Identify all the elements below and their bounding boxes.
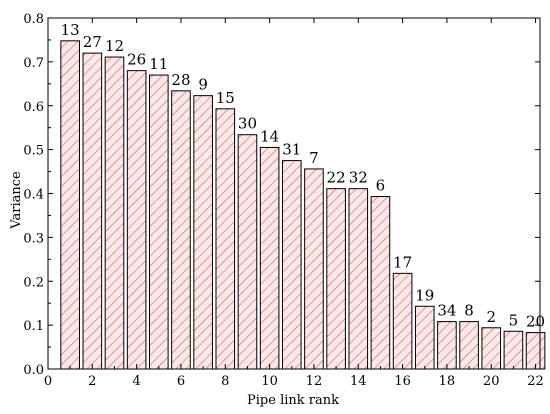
- bar: [281, 160, 302, 370]
- bar-data-label: 19: [415, 286, 434, 304]
- x-tick-label: 22: [527, 374, 544, 389]
- bars-layer: [60, 40, 546, 370]
- bar-data-label: 13: [61, 21, 80, 39]
- x-tick-label: 0: [44, 374, 52, 389]
- bar: [414, 305, 435, 370]
- bar: [304, 168, 324, 370]
- bar-data-label: 5: [509, 311, 519, 329]
- bar-data-label: 17: [393, 253, 412, 271]
- bar: [392, 272, 413, 370]
- bar-data-label: 12: [105, 37, 124, 55]
- bar-data-label: 9: [198, 76, 208, 94]
- bar: [149, 74, 169, 370]
- y-tick-label: 0.3: [23, 231, 44, 246]
- bar-data-label: 30: [238, 115, 257, 133]
- bar-data-label: 34: [437, 302, 456, 320]
- bar: [459, 321, 479, 370]
- bar: [193, 95, 213, 370]
- y-tick-label: 0.0: [23, 363, 44, 378]
- bar: [370, 196, 391, 370]
- x-tick-label: 18: [439, 374, 456, 389]
- x-tick-label: 12: [306, 374, 323, 389]
- y-tick-label: 0.1: [23, 319, 44, 334]
- bar: [259, 146, 280, 370]
- bar: [348, 188, 369, 370]
- bar-data-label: 15: [216, 89, 235, 107]
- bar-data-label: 14: [260, 127, 279, 145]
- x-tick-label: 8: [221, 374, 229, 389]
- bar-data-label: 20: [526, 313, 545, 331]
- bar-data-label: 27: [83, 33, 102, 51]
- bar: [481, 327, 502, 370]
- x-tick-label: 14: [350, 374, 367, 389]
- bar: [82, 52, 103, 370]
- bar-data-label: 32: [349, 169, 368, 187]
- y-tick-label: 0.2: [23, 275, 44, 290]
- bar-data-label: 26: [127, 51, 146, 69]
- bar: [525, 332, 546, 370]
- bar: [171, 90, 191, 370]
- bar-data-label: 7: [309, 149, 319, 167]
- bar: [60, 40, 80, 370]
- y-tick-label: 0.6: [23, 100, 44, 115]
- axes-layer: 0 2 4 6 8 10 12 14 16 18 20 22 0.0 0.1 0.2 0.3 0.4 0.5 0.6…: [23, 12, 544, 389]
- bar: [104, 56, 125, 370]
- bar-data-label: 11: [149, 55, 168, 73]
- x-tick-label: 20: [483, 374, 500, 389]
- bar-data-label: 6: [376, 177, 386, 195]
- x-tick-label: 4: [133, 374, 141, 389]
- y-tick-label: 0.5: [23, 144, 44, 159]
- y-tick-label: 0.7: [23, 56, 44, 71]
- bar: [215, 108, 236, 370]
- x-tick-label: 2: [88, 374, 96, 389]
- bar-data-label: 22: [327, 169, 346, 187]
- bar: [503, 330, 524, 370]
- bar-data-label: 8: [464, 302, 474, 320]
- bar-data-label: 28: [171, 71, 190, 89]
- x-tick-label: 16: [394, 374, 411, 389]
- bar: [437, 321, 457, 370]
- y-tick-label: 0.8: [23, 12, 44, 27]
- x-tick-label: 10: [261, 374, 278, 389]
- bar-data-label: 31: [282, 141, 301, 159]
- bar: [326, 188, 346, 370]
- bar: [237, 134, 258, 370]
- y-tick-label: 0.4: [23, 188, 44, 203]
- x-axis-label: Pipe link rank: [247, 393, 339, 408]
- bar-data-label: 2: [486, 308, 496, 326]
- y-axis-label: Variance: [9, 171, 24, 230]
- bar: [126, 70, 147, 370]
- x-tick-label: 6: [177, 374, 185, 389]
